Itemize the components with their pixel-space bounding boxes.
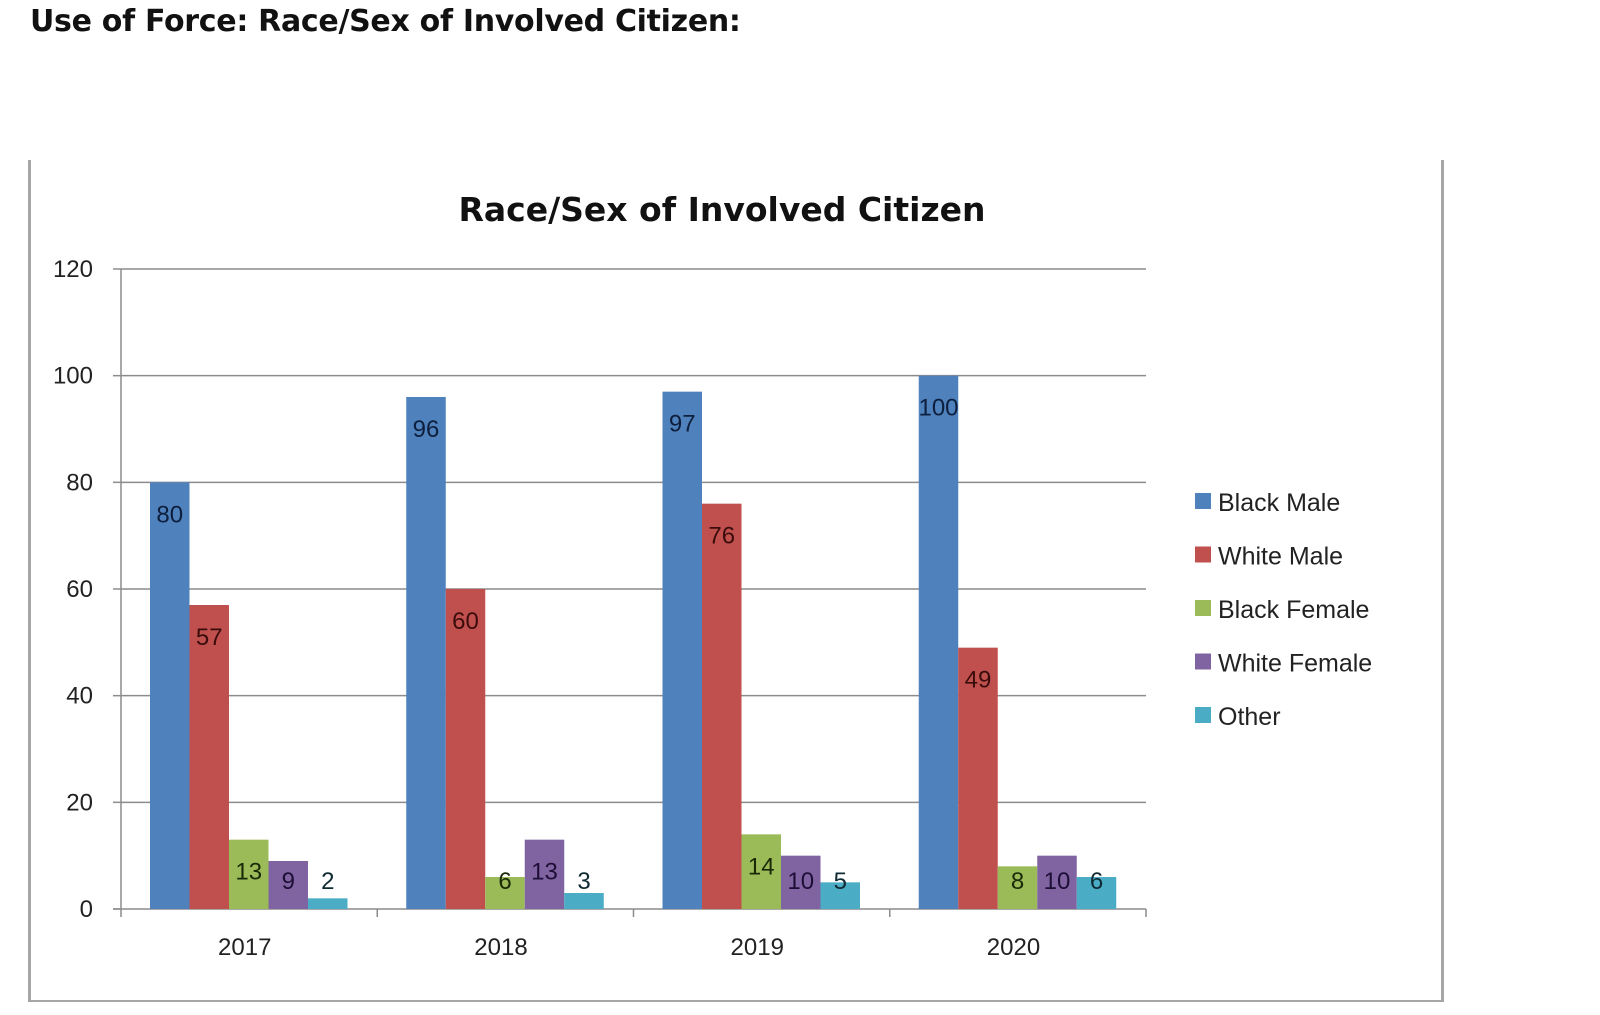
y-tick-label: 0: [80, 896, 93, 923]
bar-black-female-2018: [485, 877, 525, 909]
legend-swatch-black-male: [1195, 493, 1211, 509]
data-label: 100: [918, 395, 958, 422]
y-tick-label: 40: [66, 683, 93, 710]
bar-black-female-2019: [741, 834, 781, 909]
legend-swatch-white-male: [1195, 546, 1211, 563]
data-label: 6: [498, 868, 511, 895]
data-label: 2: [321, 868, 334, 895]
data-label: 10: [1044, 868, 1071, 895]
legend-label: Black Male: [1218, 489, 1340, 517]
legend-swatch-other: [1195, 707, 1211, 723]
gridlines: [121, 268, 1146, 804]
bar-other-2020: [1076, 877, 1117, 909]
legend-label: White Female: [1218, 650, 1372, 678]
y-tick-label: 20: [66, 789, 93, 816]
bar-black-male-2018: [406, 397, 446, 909]
data-label: 96: [413, 416, 440, 443]
data-labels: 80 57 13 9 2 96 60 6 13 3 97 76 14 10 5 100 49 8 10 6: [156, 395, 1103, 895]
legend-swatch-white-female: [1195, 653, 1211, 670]
bar-white-female-2019: [781, 855, 821, 909]
data-label: 97: [669, 411, 696, 438]
axes: 0 20 40 60 80 100 120 2017 2018 2019 2020: [53, 256, 1147, 961]
bar-other-2019: [820, 882, 860, 909]
x-tick-label: 2020: [987, 934, 1040, 961]
bar-other-2017: [308, 898, 348, 909]
bar-white-male-2020: [958, 647, 998, 909]
data-label: 13: [235, 859, 262, 886]
chart-title: Race/Sex of Involved Citizen: [458, 190, 985, 229]
data-label: 10: [787, 868, 814, 895]
data-label: 49: [965, 667, 992, 694]
legend-label: White Male: [1218, 543, 1343, 571]
data-label: 60: [452, 608, 479, 635]
x-tick-label: 2017: [218, 934, 271, 961]
bar-black-male-2019: [662, 391, 702, 910]
legend-label: Black Female: [1218, 596, 1369, 624]
legend-label: Other: [1218, 703, 1281, 731]
y-tick-label: 80: [66, 469, 93, 496]
y-tick-label: 100: [53, 363, 93, 390]
data-label: 80: [156, 501, 183, 528]
data-label: 3: [577, 868, 590, 895]
data-label: 57: [196, 624, 223, 651]
data-label: 5: [834, 868, 847, 895]
bar-black-male-2020: [918, 375, 959, 910]
data-label: 8: [1011, 868, 1024, 895]
x-tick-label: 2018: [474, 934, 527, 961]
data-label: 9: [282, 868, 295, 895]
legend-swatch-black-female: [1195, 600, 1211, 616]
bar-black-female-2017: [229, 839, 269, 909]
x-tick-label: 2019: [731, 934, 784, 961]
bars: [150, 375, 1117, 910]
legend: Black Male White Male Black Female White Fe…: [1195, 489, 1372, 731]
bar-white-male-2017: [189, 605, 229, 909]
data-label: 13: [531, 859, 558, 886]
data-label: 14: [748, 853, 775, 880]
y-tick-label: 120: [53, 256, 93, 283]
data-label: 76: [708, 523, 735, 550]
y-tick-label: 60: [66, 576, 93, 603]
bar-black-female-2020: [997, 866, 1038, 909]
bar-white-male-2019: [702, 503, 742, 909]
page-heading: Use of Force: Race/Sex of Involved Citiz…: [30, 4, 741, 39]
bar-white-male-2018: [445, 589, 486, 909]
bar-other-2018: [564, 893, 604, 909]
bar-black-male-2017: [150, 482, 190, 909]
bar-white-female-2018: [524, 839, 565, 909]
data-label: 6: [1090, 868, 1103, 895]
bar-white-female-2017: [268, 861, 308, 909]
bar-white-female-2020: [1037, 855, 1077, 909]
